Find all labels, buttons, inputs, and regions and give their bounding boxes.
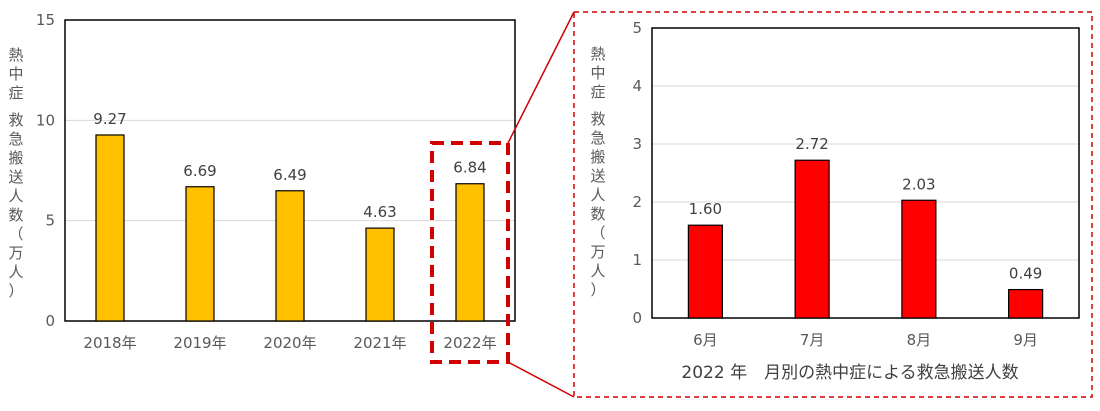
monthly-x-tick-label: 9月 (1013, 331, 1038, 349)
monthly-y-tick-label: 2 (632, 193, 642, 211)
annual-y-axis-label: 熱中症 救急搬送人数（万人） (8, 46, 23, 300)
monthly-data-label: 2.03 (902, 175, 935, 193)
annual-data-label: 6.69 (183, 162, 216, 180)
connector-line-bottom (507, 361, 575, 398)
monthly-y-tick-label: 1 (632, 251, 642, 269)
monthly-data-label: 1.60 (689, 200, 722, 218)
annual-x-tick-label: 2018年 (83, 334, 136, 352)
monthly-bar (794, 159, 830, 319)
annual-bar (365, 227, 395, 322)
monthly-data-label: 2.72 (795, 135, 828, 153)
monthly-gridlines (652, 85, 1079, 261)
annual-y-tick-label: 5 (45, 212, 55, 230)
highlight-box (430, 141, 510, 364)
annual-y-tick-label: 0 (45, 312, 55, 330)
monthly-frame (573, 11, 1093, 398)
annual-bar (455, 183, 485, 322)
connector-line-top (507, 11, 575, 144)
monthly-y-ticks: 0 1 2 3 4 5 (632, 19, 642, 327)
annual-y-ticks: 0 5 10 15 (36, 11, 55, 330)
annual-y-tick-label: 15 (36, 11, 55, 29)
annual-bar (185, 186, 215, 322)
monthly-x-tick-label: 7月 (800, 331, 825, 349)
annual-x-tick-label: 2019年 (173, 334, 226, 352)
monthly-bar (687, 224, 723, 319)
annual-data-label: 6.84 (453, 159, 486, 177)
monthly-bars: 1.60 2.72 2.03 0.49 (687, 135, 1044, 319)
annual-x-tick-label: 2020年 (263, 334, 316, 352)
annual-y-axis-label-text: 熱中症 救急搬送人数（万人） (8, 46, 23, 300)
annual-bars: 9.27 6.69 6.49 4.63 6.84 (93, 110, 487, 322)
monthly-y-tick-label: 3 (632, 135, 642, 153)
annual-bar (95, 134, 125, 322)
annual-data-label: 6.49 (273, 166, 306, 184)
monthly-x-tick-label: 8月 (907, 331, 932, 349)
monthly-y-axis-label: 熱中症 救急搬送人数（万人） (590, 45, 605, 299)
monthly-bar (901, 199, 937, 319)
annual-x-ticks: 2018年 2019年 2020年 2021年 2022年 (83, 334, 496, 352)
monthly-data-label: 0.49 (1009, 265, 1042, 283)
annual-x-tick-label: 2022年 (443, 334, 496, 352)
monthly-chart: 0 1 2 3 4 5 1.60 2.72 2.03 0.49 6月 7月 8月 9月 熱中症 救急搬… (590, 19, 1080, 383)
monthly-plot-frame (651, 27, 1080, 319)
monthly-y-tick-label: 4 (632, 77, 642, 95)
annual-bar (275, 190, 305, 322)
monthly-x-tick-label: 6月 (693, 331, 718, 349)
monthly-chart-title: 2022 年 月別の熱中症による救急搬送人数 (681, 363, 1018, 383)
highlight-callout (430, 11, 1093, 398)
annual-data-label: 4.63 (363, 203, 396, 221)
monthly-y-tick-label: 5 (632, 19, 642, 37)
annual-data-label: 9.27 (93, 110, 126, 128)
monthly-bar (1008, 288, 1044, 319)
annual-x-tick-label: 2021年 (353, 334, 406, 352)
monthly-y-axis-label-text: 熱中症 救急搬送人数（万人） (590, 45, 605, 299)
monthly-y-tick-label: 0 (632, 309, 642, 327)
annual-y-tick-label: 10 (36, 111, 55, 129)
monthly-x-ticks: 6月 7月 8月 9月 (693, 331, 1038, 349)
